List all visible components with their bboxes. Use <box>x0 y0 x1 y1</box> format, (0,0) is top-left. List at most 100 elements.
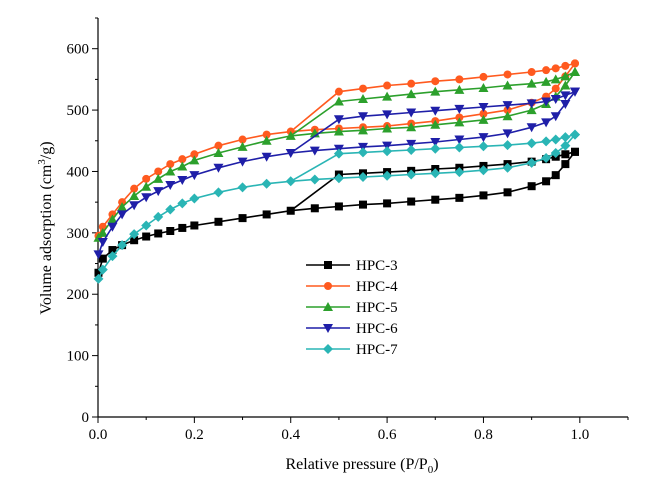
point-hpc-3-adsorption <box>142 232 151 241</box>
point-hpc-3-adsorption <box>359 200 367 209</box>
point-hpc-3-adsorption <box>503 188 512 197</box>
point-hpc-7-adsorption <box>97 264 108 275</box>
legend-item-hpc-3: HPC-3 <box>306 258 398 274</box>
point-hpc-6-desorption <box>550 95 561 105</box>
point-hpc-7-adsorption <box>107 251 118 262</box>
line-hpc-7-adsorption <box>97 134 576 280</box>
point-hpc-6-adsorption <box>93 250 104 260</box>
point-hpc-7-desorption <box>550 134 561 145</box>
point-hpc-3-desorption <box>561 150 570 159</box>
point-hpc-6-adsorption <box>141 193 152 203</box>
point-hpc-6-adsorption <box>107 222 118 232</box>
point-hpc-3-adsorption <box>262 210 271 219</box>
point-hpc-7-adsorption <box>213 187 224 198</box>
legend-label: HPC-3 <box>356 258 398 274</box>
point-hpc-7-adsorption <box>406 169 417 180</box>
line-hpc-4-adsorption <box>97 62 576 237</box>
series-layer <box>93 59 580 284</box>
x-tick-label: 0.2 <box>185 427 204 443</box>
point-hpc-7-adsorption <box>541 152 552 163</box>
y-tick-label: 100 <box>67 349 90 365</box>
point-hpc-6-adsorption <box>541 118 552 128</box>
point-hpc-4-adsorption <box>190 150 199 159</box>
point-hpc-6-adsorption <box>117 210 128 220</box>
y-axis-title: Volume adsorption (cm3/g) <box>36 141 55 314</box>
point-hpc-5-desorption <box>382 91 393 101</box>
point-hpc-7-desorption <box>430 143 441 154</box>
point-hpc-4-desorption <box>551 64 560 73</box>
point-hpc-5-desorption <box>541 76 552 86</box>
point-hpc-6-adsorption <box>309 146 320 156</box>
series-hpc-6 <box>93 87 580 260</box>
line-hpc-3-adsorption <box>97 151 576 273</box>
legend-item-hpc-6: HPC-6 <box>306 321 398 337</box>
y-axis: 0 100 200 300 400 500 600 <box>67 17 98 426</box>
x-tick-label: 0.0 <box>89 427 108 443</box>
point-hpc-5-desorption <box>333 96 344 106</box>
point-hpc-6-desorption <box>570 87 580 97</box>
point-hpc-5-desorption <box>454 84 465 94</box>
x-tick-label: 1.0 <box>570 427 589 443</box>
legend-marker <box>323 324 333 333</box>
point-hpc-3-adsorption <box>551 171 560 180</box>
point-hpc-3-adsorption <box>431 195 440 204</box>
point-hpc-6-adsorption <box>129 201 140 211</box>
point-hpc-6-desorption <box>541 97 552 107</box>
point-hpc-6-adsorption <box>165 180 176 190</box>
point-hpc-3-adsorption <box>334 202 343 211</box>
point-hpc-6-desorption <box>560 91 571 101</box>
point-hpc-5-adsorption <box>107 214 118 224</box>
point-hpc-7-desorption <box>502 140 513 151</box>
point-hpc-7-adsorption <box>117 240 128 251</box>
point-hpc-4-desorption <box>571 59 579 68</box>
point-hpc-3-adsorption <box>94 268 103 277</box>
point-hpc-3-adsorption <box>455 193 464 202</box>
point-hpc-6-adsorption <box>358 142 368 152</box>
y-tick-label: 500 <box>67 103 90 119</box>
point-hpc-3-adsorption <box>561 160 570 169</box>
point-hpc-5-adsorption <box>189 155 200 165</box>
point-hpc-4-adsorption <box>178 155 187 164</box>
point-hpc-6-desorption <box>358 112 368 122</box>
point-hpc-4-desorption <box>407 79 416 88</box>
x-axis: 0.0 0.2 0.4 0.6 0.8 1.0 <box>89 417 629 443</box>
point-hpc-7-desorption <box>560 132 571 143</box>
point-hpc-5-adsorption <box>117 202 128 212</box>
point-hpc-7-adsorption <box>165 204 176 215</box>
point-hpc-3-adsorption <box>166 227 175 236</box>
point-hpc-5-adsorption <box>478 114 489 124</box>
legend-marker <box>324 261 332 269</box>
point-hpc-4-desorption <box>561 61 570 70</box>
point-hpc-3-adsorption <box>130 236 139 245</box>
point-hpc-7-adsorption <box>430 168 441 179</box>
point-hpc-5-adsorption <box>333 126 344 136</box>
point-hpc-6-adsorption <box>97 238 108 248</box>
point-hpc-7-adsorption <box>93 273 104 284</box>
point-hpc-7-adsorption <box>237 182 248 193</box>
point-hpc-5-adsorption <box>153 173 164 183</box>
point-hpc-4-desorption <box>479 72 488 81</box>
point-hpc-4-desorption <box>455 75 464 84</box>
point-hpc-5-desorption <box>478 82 489 92</box>
point-hpc-6-adsorption <box>153 187 164 197</box>
point-hpc-5-adsorption <box>502 111 513 121</box>
point-hpc-4-desorption <box>334 87 343 96</box>
legend-item-hpc-4: HPC-4 <box>306 279 398 295</box>
point-hpc-5-desorption <box>550 74 561 84</box>
point-hpc-7-desorption <box>333 148 344 159</box>
point-hpc-3-adsorption <box>383 199 392 208</box>
point-hpc-3-adsorption <box>98 254 107 263</box>
legend-marker <box>324 282 332 290</box>
point-hpc-7-adsorption <box>141 220 152 231</box>
point-hpc-4-adsorption <box>214 141 223 150</box>
legend-item-hpc-7: HPC-7 <box>306 342 398 358</box>
line-hpc-6-adsorption <box>97 91 576 255</box>
point-hpc-6-adsorption <box>189 171 200 181</box>
point-hpc-6-adsorption <box>261 152 272 162</box>
point-hpc-4-desorption <box>527 68 536 77</box>
point-hpc-4-adsorption <box>551 84 560 93</box>
point-hpc-7-adsorption <box>129 229 140 240</box>
point-hpc-3-desorption <box>571 147 579 156</box>
point-hpc-7-desorption <box>541 136 552 147</box>
